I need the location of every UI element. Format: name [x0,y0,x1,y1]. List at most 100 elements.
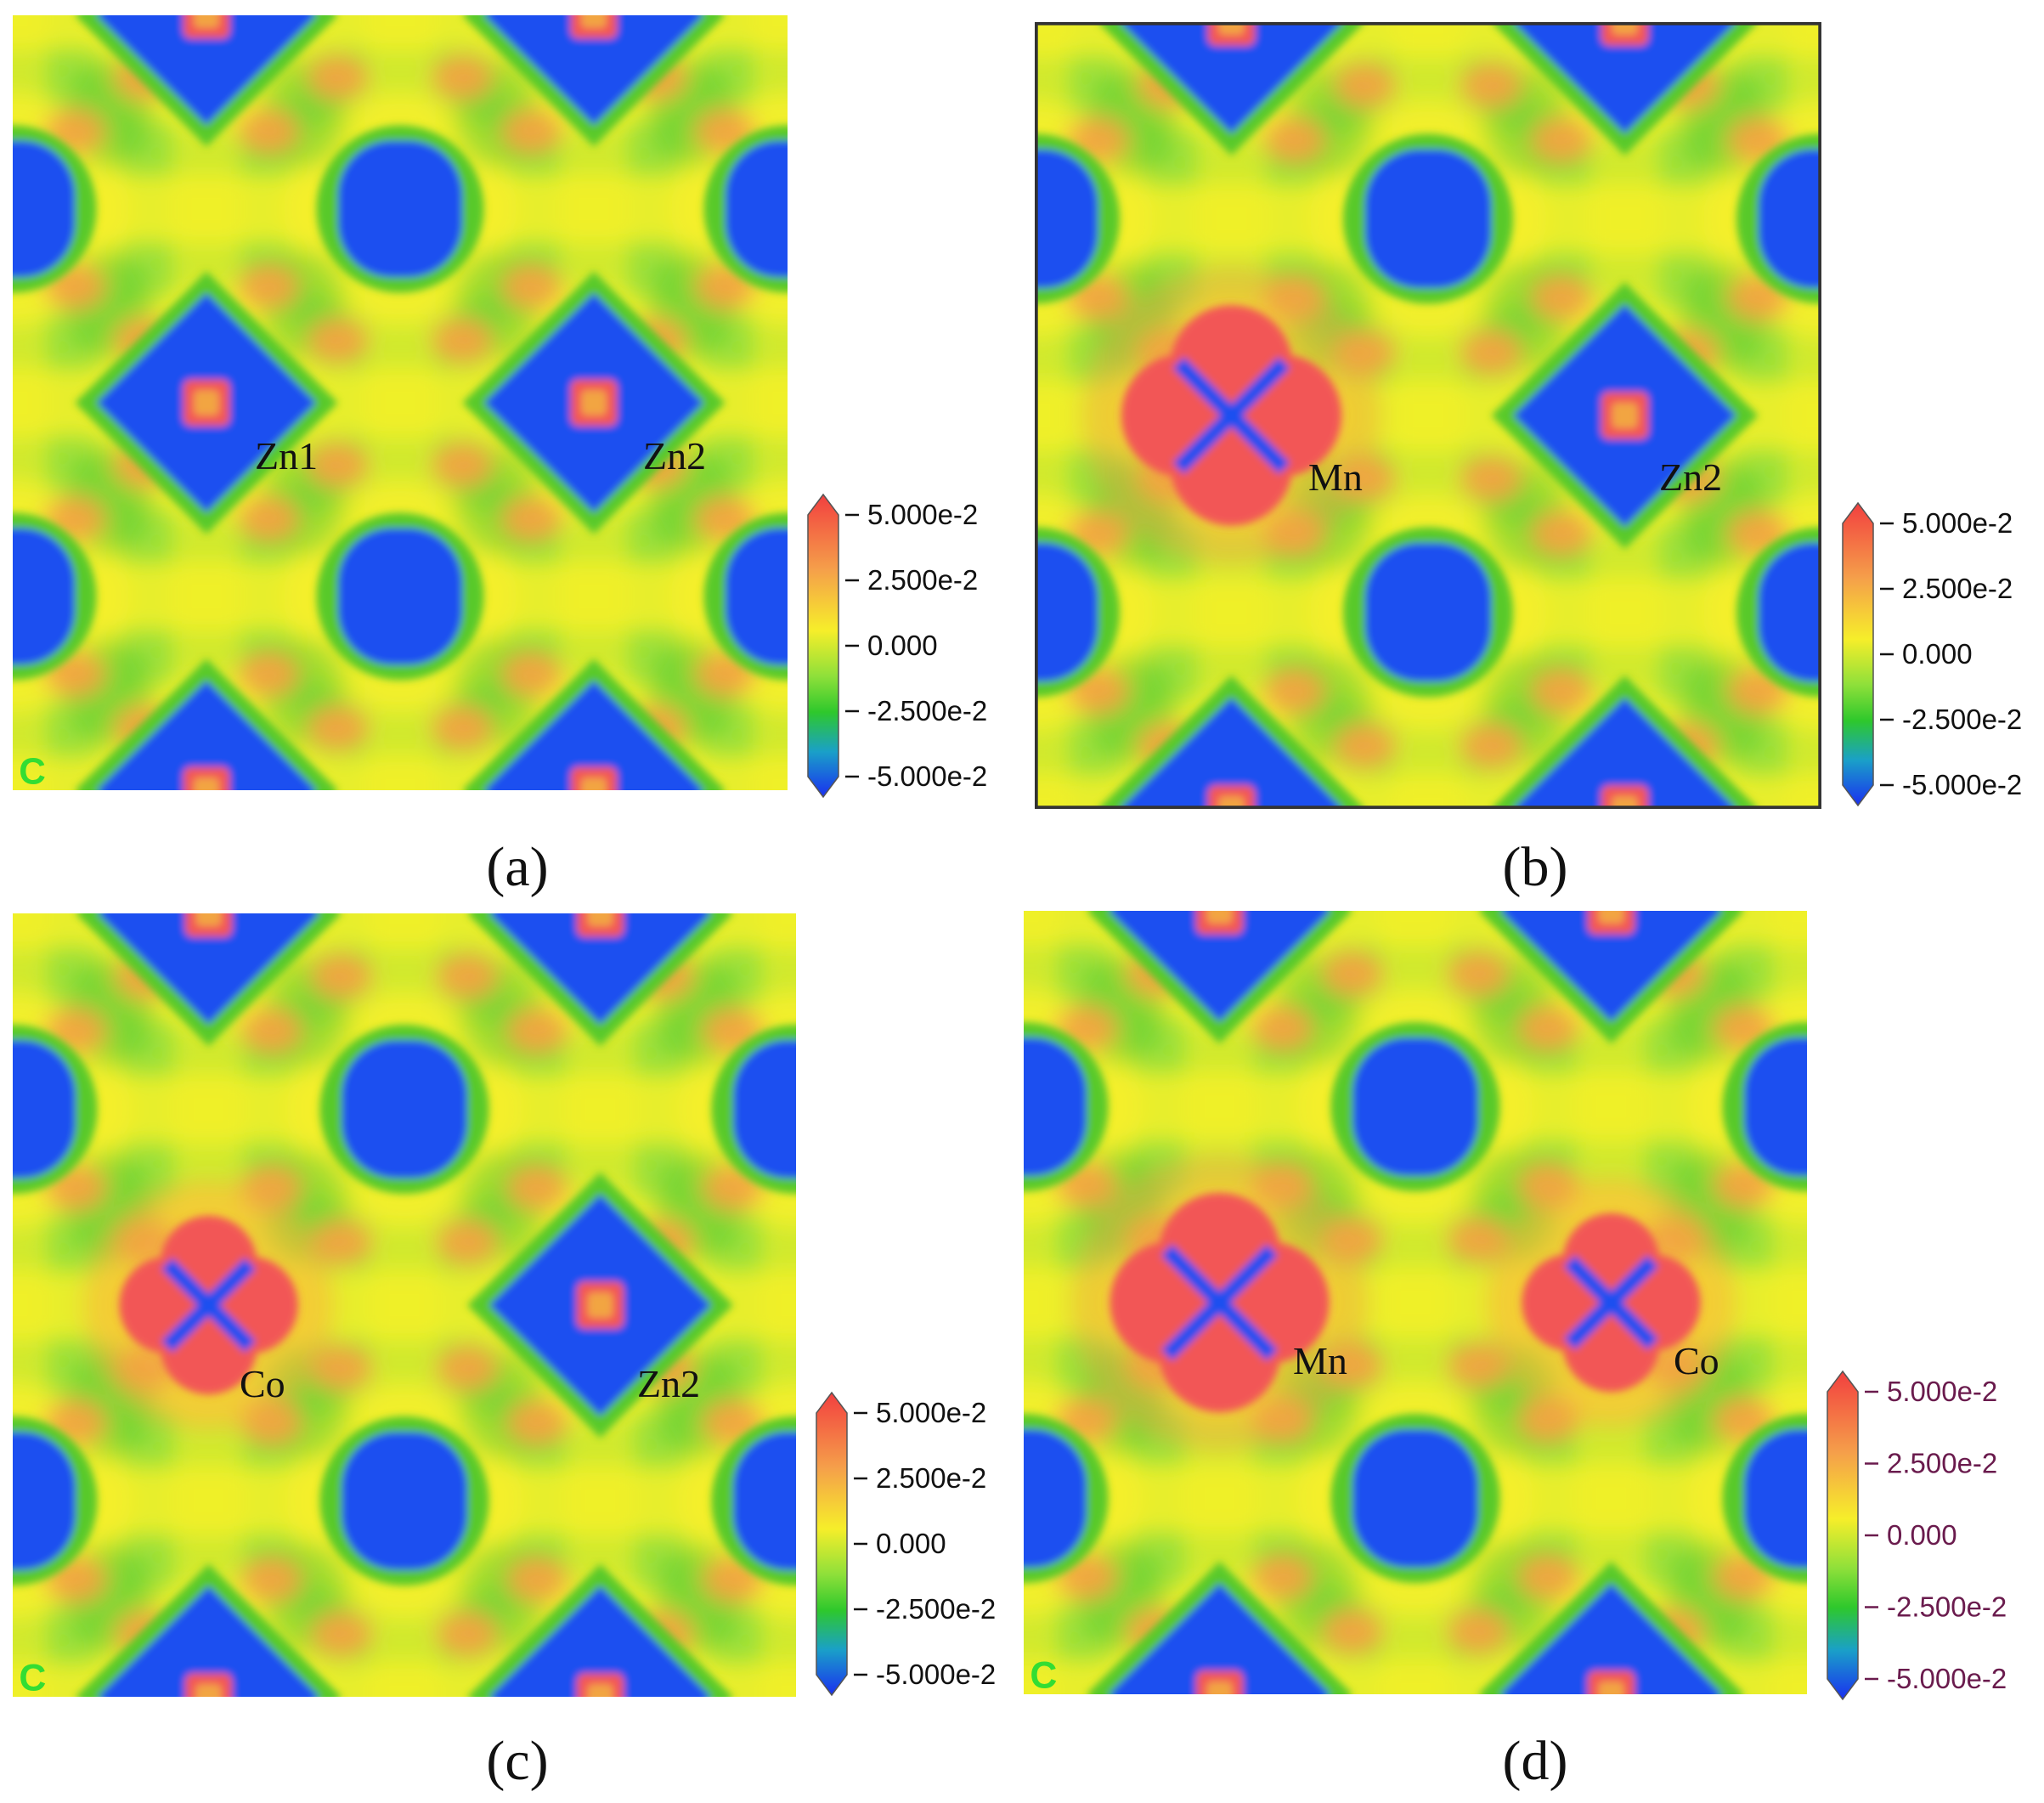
orange-lobe [310,1610,374,1658]
zn-site-core [97,15,316,125]
orange-lobe [1446,1342,1510,1389]
zn-site-core [1500,911,1722,1022]
void-core [1035,543,1098,681]
void-core [733,1432,796,1570]
orange-lobe [1516,1553,1580,1601]
colorbar-gradient [1842,501,1874,807]
charge-density-map-c: C [13,913,796,1697]
orange-lobe [1530,116,1594,164]
orange-lobe [500,108,563,155]
zn-site-rim [467,913,733,1047]
void-core [726,528,788,665]
zn-site-center-glow [581,390,607,415]
orange-lobe [1446,1216,1510,1263]
orange-lobe [505,1556,569,1603]
orange-lobe [1446,950,1510,998]
orange-lobe [307,317,370,365]
colorbar-tick-label: 5.000e-2 [867,499,978,530]
zn-site-core [1109,911,1330,1022]
zn-site-core [98,913,319,1025]
orange-lobe [431,441,494,489]
colorbar-a: 5.000e-2 2.500e-2 0.000 -2.500e-2 -5.000e-2 [803,493,1024,803]
orange-lobe [435,1344,499,1392]
void-core [726,140,788,278]
dopant-lobe [1158,1290,1281,1413]
colorbar-tick-label: 0.000 [867,630,938,661]
orange-lobe [500,263,563,310]
zn-site-rim [1087,1561,1352,1694]
colorbar-tick-label: -2.500e-2 [1902,704,2022,735]
atom-label-co: Co [1674,1339,1719,1382]
zn-site-core [489,1585,711,1697]
orange-lobe [1262,667,1326,715]
panel-label-d: (d) [1502,1730,1568,1792]
orange-lobe [500,495,563,543]
orange-lobe [1460,61,1523,109]
colorbar-tick-label: 2.500e-2 [1902,573,2013,604]
colorbar-tick-label: 2.500e-2 [1887,1448,1997,1479]
orange-lobe [505,1399,569,1446]
corner-mark: C [1030,1655,1057,1694]
orange-lobe [1446,1608,1510,1655]
orange-lobe [237,108,300,155]
zn-site-rim [467,1563,733,1697]
colorbar-tick-label: -5.000e-2 [876,1659,996,1690]
zn-site-core [1120,22,1343,133]
orange-lobe [1333,61,1397,109]
sharp-density-layer [13,15,788,790]
charge-density-map-b [1035,22,1821,809]
zn-site-center-glow [195,913,222,926]
orange-lobe [1516,1004,1580,1052]
atom-label-zn1: Zn1 [255,434,319,478]
orange-lobe [240,1556,303,1603]
zn-site-rim [75,658,338,790]
void-core [1758,150,1821,288]
colorbar-tick-label: -5.000e-2 [1902,769,2022,800]
orange-lobe [1333,722,1397,770]
void-core [1024,1037,1087,1176]
dopant-node [1172,357,1290,474]
colorbar-b: 5.000e-2 2.500e-2 0.000 -2.500e-2 -5.000e-2 [1838,501,2044,811]
orange-lobe [310,952,374,1000]
zn-site-center-glow [587,1292,613,1318]
orange-lobe [431,317,494,365]
void-core [1352,1037,1478,1176]
void-core [1744,1429,1807,1568]
colorbar-gradient [1827,1370,1859,1701]
zn-site-center-glow [1612,403,1638,428]
zn-site-rim [1478,911,1744,1044]
void-core [13,1432,76,1570]
void-core [733,1040,796,1178]
void-core [13,528,75,665]
map-frame [1035,22,1821,809]
dopant-node [161,1258,256,1353]
orange-lobe [1321,1608,1385,1655]
zn-site-core [1513,698,1736,809]
colorbar-tick-label: 5.000e-2 [876,1397,986,1428]
zn-site-core [1500,1583,1722,1694]
orange-lobe [240,1007,303,1054]
zn-site-center-glow [194,777,219,790]
dopant-lobe [1170,403,1293,526]
colorbar-tick-label: 2.500e-2 [867,564,978,596]
void-core [1035,150,1098,288]
panel-label-c: (c) [486,1730,549,1792]
void-core [1024,1429,1087,1568]
charge-density-map-a: C [13,15,788,790]
colorbar-tick-label: 5.000e-2 [1887,1376,1997,1407]
atom-label-zn2: Zn2 [643,434,707,478]
panel-label-a: (a) [486,836,549,898]
dopant-lobe [1170,305,1293,428]
void-core [1744,1037,1807,1176]
void-core [1364,543,1492,681]
orange-lobe [1530,667,1594,715]
void-core [338,140,462,278]
atom-label-co: Co [240,1362,285,1405]
zn-site-center-glow [194,390,219,415]
orange-lobe [1530,510,1594,557]
orange-lobe [1262,116,1326,164]
corner-mark: C [19,751,46,790]
zn-site-rim [75,15,338,147]
colorbar-tick-label: -2.500e-2 [1887,1591,2007,1623]
orange-lobe [1460,329,1523,376]
